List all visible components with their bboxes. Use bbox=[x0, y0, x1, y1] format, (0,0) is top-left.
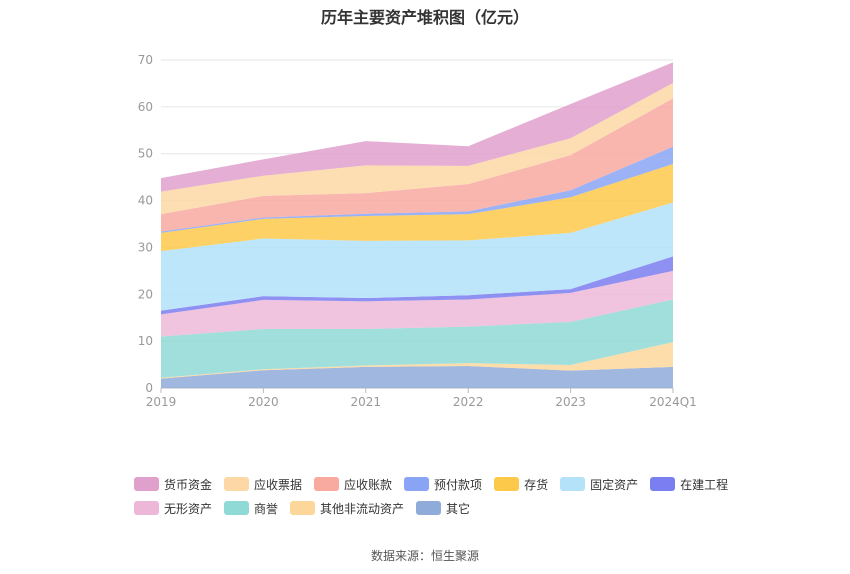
area-series bbox=[161, 62, 673, 388]
legend-swatch bbox=[494, 477, 520, 491]
legend-label: 应收账款 bbox=[344, 477, 393, 492]
area-在建工程 bbox=[161, 256, 673, 315]
x-axis: 2019 2020 2021 2022 2023 2024Q1 bbox=[146, 388, 697, 409]
legend-swatch bbox=[134, 477, 159, 491]
legend-swatch bbox=[224, 501, 250, 515]
area-其它 bbox=[161, 365, 673, 388]
legend-item[interactable]: 固定资产 bbox=[560, 476, 638, 493]
y-tick-label: 0 bbox=[145, 381, 153, 395]
legend-item[interactable]: 在建工程 bbox=[650, 476, 728, 493]
legend-row: 货币资金 应收票据 应收账款 预付款项 存货 固定资产 在建工程 bbox=[134, 472, 754, 496]
legend-swatch bbox=[224, 477, 250, 491]
legend-label: 其它 bbox=[446, 501, 471, 516]
y-tick-label: 10 bbox=[138, 334, 153, 348]
legend-label: 存货 bbox=[524, 477, 549, 492]
legend-item[interactable]: 其他非流动资产 bbox=[290, 500, 404, 517]
legend-label: 在建工程 bbox=[680, 477, 729, 492]
legend-swatch bbox=[404, 477, 430, 491]
legend-swatch bbox=[290, 501, 316, 515]
x-tick-label: 2020 bbox=[248, 395, 279, 409]
legend-item[interactable]: 应收票据 bbox=[224, 476, 302, 493]
legend-item[interactable]: 应收账款 bbox=[314, 476, 392, 493]
x-tick-label: 2022 bbox=[453, 395, 484, 409]
area-应收票据 bbox=[161, 82, 673, 215]
legend-row: 无形资产 商誉 其他非流动资产 其它 bbox=[134, 496, 754, 520]
legend-swatch bbox=[134, 501, 159, 515]
legend-item[interactable]: 商誉 bbox=[224, 500, 278, 517]
chart-title: 历年主要资产堆积图（亿元） bbox=[320, 8, 529, 27]
y-tick-label: 30 bbox=[138, 240, 153, 254]
x-tick-label: 2019 bbox=[146, 395, 177, 409]
area-固定资产 bbox=[161, 202, 673, 311]
legend: 货币资金 应收票据 应收账款 预付款项 存货 固定资产 在建工程 无形资产 商誉 其他非流动资产… bbox=[134, 472, 754, 520]
area-其他非流动资产 bbox=[161, 342, 673, 379]
legend-swatch bbox=[560, 477, 586, 491]
legend-item[interactable]: 货币资金 bbox=[134, 476, 212, 493]
data-source: 数据来源：恒生聚源 bbox=[370, 549, 479, 563]
legend-label: 商誉 bbox=[254, 501, 279, 516]
legend-item[interactable]: 其它 bbox=[416, 500, 470, 517]
x-tick-label: 2023 bbox=[555, 395, 586, 409]
area-存货 bbox=[161, 164, 673, 252]
legend-swatch bbox=[416, 501, 442, 515]
x-tick-label: 2024Q1 bbox=[649, 395, 697, 409]
legend-label: 预付款项 bbox=[434, 477, 483, 492]
area-应收账款 bbox=[161, 98, 673, 232]
y-tick-label: 40 bbox=[138, 194, 153, 208]
y-tick-label: 50 bbox=[138, 147, 153, 161]
legend-label: 无形资产 bbox=[164, 501, 213, 516]
stacked-area-chart: 0 10 20 30 40 50 60 70 2019 2020 2021 2022 2023 2024… bbox=[138, 53, 697, 409]
legend-item[interactable]: 存货 bbox=[494, 476, 548, 493]
legend-item[interactable]: 预付款项 bbox=[404, 476, 482, 493]
legend-label: 货币资金 bbox=[164, 477, 213, 492]
legend-label: 固定资产 bbox=[590, 477, 639, 492]
y-tick-label: 20 bbox=[138, 287, 153, 301]
y-tick-label: 60 bbox=[138, 100, 153, 114]
x-tick-label: 2021 bbox=[351, 395, 382, 409]
y-axis: 0 10 20 30 40 50 60 70 bbox=[138, 53, 153, 395]
legend-swatch bbox=[314, 477, 340, 491]
y-tick-label: 70 bbox=[138, 53, 153, 67]
area-货币资金 bbox=[161, 62, 673, 192]
area-商誉 bbox=[161, 299, 673, 378]
legend-label: 其他非流动资产 bbox=[320, 501, 405, 516]
area-无形资产 bbox=[161, 270, 673, 337]
legend-label: 应收票据 bbox=[254, 477, 303, 492]
legend-swatch bbox=[650, 477, 676, 491]
legend-item[interactable]: 无形资产 bbox=[134, 500, 212, 517]
